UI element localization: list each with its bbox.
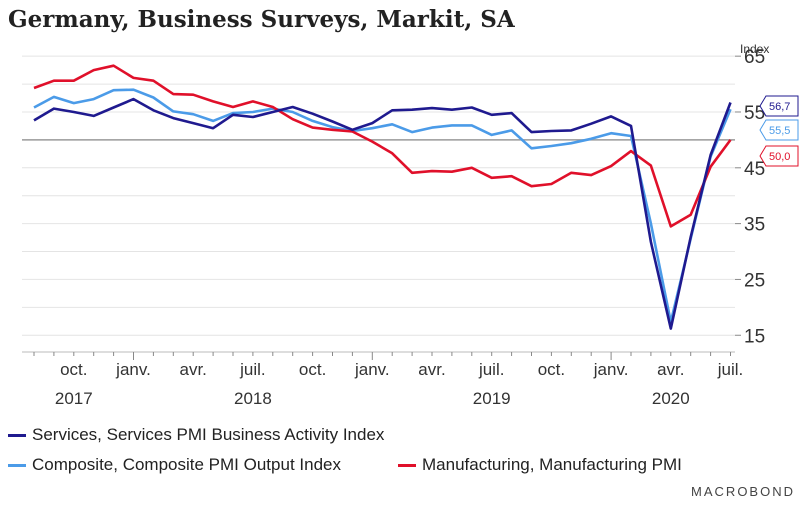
end-label-services: 56,7 — [759, 95, 799, 117]
y-tick-label: 15 — [744, 326, 765, 347]
chart-title: Germany, Business Surveys, Markit, SA — [8, 6, 515, 33]
x-tick-label: avr. — [418, 360, 445, 379]
end-label-manufacturing: 50,0 — [759, 145, 799, 167]
x-year-label: 2018 — [234, 389, 272, 408]
gridlines — [22, 55, 735, 336]
series-line-composite — [33, 88, 732, 324]
end-label-text-manufacturing: 50,0 — [769, 151, 790, 163]
x-tick-label: janv. — [593, 360, 629, 379]
end-label-box-manufacturing — [759, 145, 799, 167]
x-axis: oct. janv. avr. juil. oct. janv. avr. juil. oct.… — [22, 351, 744, 408]
legend-swatch-composite — [8, 463, 26, 467]
x-year-label: 2017 — [55, 389, 93, 408]
legend-swatch-services — [8, 433, 26, 437]
brand-logo: MACROBOND — [691, 484, 795, 499]
x-tick-label: juil. — [239, 360, 266, 379]
end-label-text-composite: 55,5 — [769, 125, 790, 137]
series-line-services — [33, 97, 732, 330]
end-label-text-services: 56,7 — [769, 101, 790, 113]
end-label-box-services — [759, 95, 799, 117]
legend-item-composite: Composite, Composite PMI Output Index — [8, 455, 341, 475]
y-tick-label: 55 — [744, 103, 765, 124]
end-labels: 56,7 55,5 50,0 — [759, 95, 799, 167]
x-year-label: 2020 — [652, 389, 690, 408]
x-tick-label: avr. — [657, 360, 684, 379]
end-label-box-composite — [759, 119, 799, 141]
y-tick-label: 25 — [744, 270, 765, 291]
legend-label-manufacturing: Manufacturing, Manufacturing PMI — [422, 455, 682, 474]
series-lines — [33, 64, 732, 330]
y-axis-label: Index — [740, 42, 769, 56]
legend-label-composite: Composite, Composite PMI Output Index — [32, 455, 341, 474]
end-label-composite: 55,5 — [759, 119, 799, 141]
x-tick-label: oct. — [538, 360, 565, 379]
series-line-manufacturing — [33, 64, 732, 228]
legend-item-manufacturing: Manufacturing, Manufacturing PMI — [398, 455, 682, 475]
x-tick-label: oct. — [60, 360, 87, 379]
y-tick-label: 35 — [744, 215, 765, 236]
y-tick-label: 65 — [744, 47, 765, 68]
x-tick-label: avr. — [179, 360, 206, 379]
legend-label-services: Services, Services PMI Business Activity… — [32, 425, 385, 444]
legend-swatch-manufacturing — [398, 463, 416, 467]
legend-item-services: Services, Services PMI Business Activity… — [8, 425, 384, 445]
x-tick-label: oct. — [299, 360, 326, 379]
x-tick-label: janv. — [354, 360, 390, 379]
x-tick-label: juil. — [478, 360, 505, 379]
x-year-label: 2019 — [473, 389, 511, 408]
x-tick-label: juil. — [717, 360, 744, 379]
y-tick-label: 45 — [744, 159, 765, 180]
x-tick-label: janv. — [115, 360, 151, 379]
